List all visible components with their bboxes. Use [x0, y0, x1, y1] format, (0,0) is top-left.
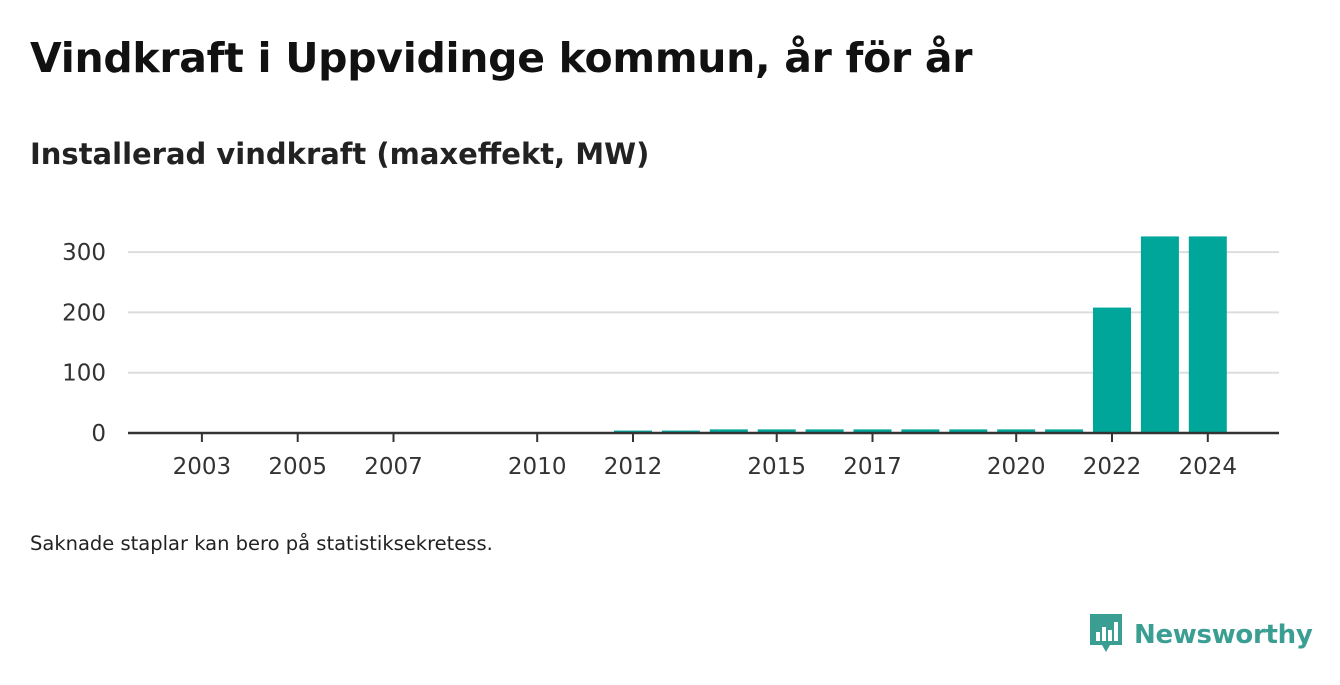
x-tick-label: 2003	[173, 454, 232, 480]
brand-logo[interactable]: Newsworthy	[1088, 612, 1312, 658]
x-tick-label: 2010	[508, 454, 567, 480]
y-tick-labels: 0 100 200 300	[62, 240, 106, 447]
x-axis	[128, 433, 1279, 442]
x-tick-label: 2015	[747, 454, 806, 480]
newsworthy-logo-icon	[1088, 612, 1124, 658]
x-tick-label: 2024	[1179, 454, 1238, 480]
y-tick-label: 100	[62, 361, 106, 387]
x-tick-label: 2022	[1083, 454, 1142, 480]
footnote: Saknade staplar kan bero på statistiksek…	[30, 532, 493, 555]
x-tick-label: 2020	[987, 454, 1046, 480]
x-tick-label: 2012	[604, 454, 663, 480]
x-tick-label: 2005	[268, 454, 327, 480]
x-tick-label: 2017	[843, 454, 902, 480]
bar	[1189, 236, 1227, 433]
x-tick-labels: 2003 2005 2007 2010 2012 2015 2017 2020 2022 2024	[173, 454, 1237, 480]
y-tick-label: 0	[91, 421, 106, 447]
y-tick-label: 200	[62, 300, 106, 326]
brand-name: Newsworthy	[1134, 620, 1312, 650]
bar	[1141, 236, 1179, 433]
bars	[614, 236, 1227, 433]
y-tick-label: 300	[62, 240, 106, 266]
x-tick-label: 2007	[364, 454, 423, 480]
bar	[1093, 308, 1131, 433]
